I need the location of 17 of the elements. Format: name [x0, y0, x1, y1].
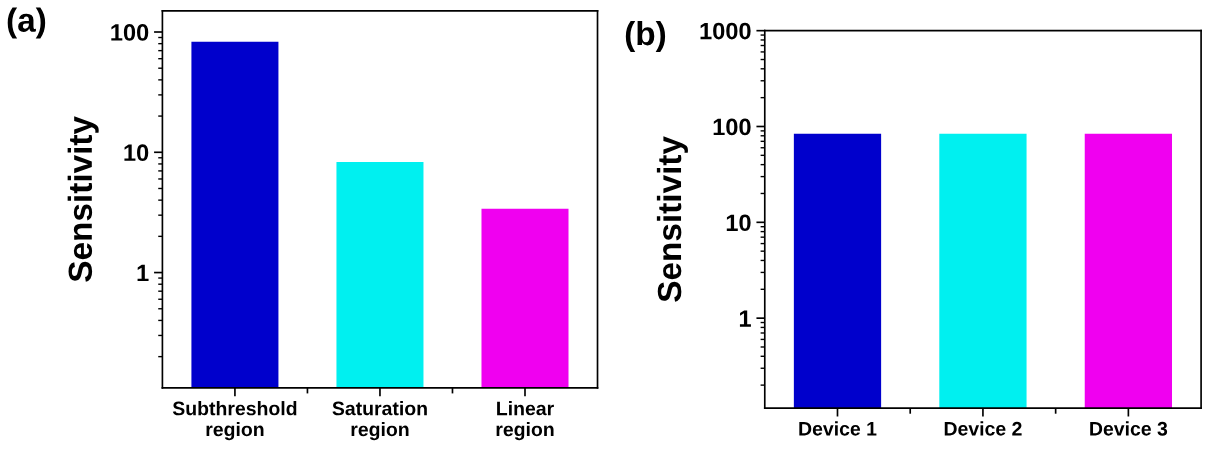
x-tick-label: Device 1	[799, 421, 877, 436]
y-tick-label: 100	[713, 118, 751, 136]
y-tick-label: 100	[111, 24, 149, 41]
y-tick-label: 10	[124, 144, 149, 162]
x-tick-label: Subthreshold region	[172, 401, 297, 441]
y-tick-label: 10	[726, 214, 751, 232]
x-tick-label: Device 2	[944, 421, 1022, 436]
y-tick-label: 1	[137, 264, 149, 282]
x-tick-label: Saturation region	[332, 401, 427, 441]
y-axis-title: Sensitivity	[656, 136, 688, 302]
y-axis-title: Sensitivity	[67, 116, 99, 282]
x-tick-label: Linear region	[496, 401, 554, 441]
text: (a)	[7, 7, 46, 39]
x-tick-label: Device 3	[1090, 421, 1168, 436]
y-tick-label: 1000	[700, 22, 751, 40]
y-tick-label: 1	[739, 310, 751, 327]
text: (b)	[625, 20, 666, 53]
